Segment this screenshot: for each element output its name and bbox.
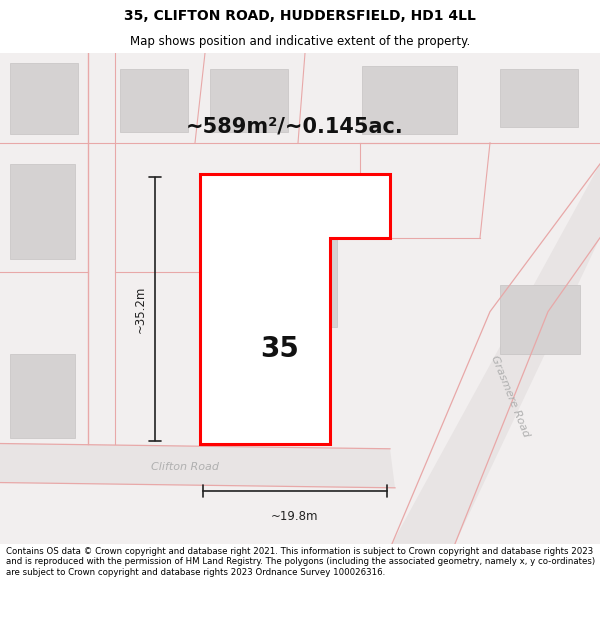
Polygon shape — [392, 164, 600, 544]
Text: 35, CLIFTON ROAD, HUDDERSFIELD, HD1 4LL: 35, CLIFTON ROAD, HUDDERSFIELD, HD1 4LL — [124, 9, 476, 23]
Bar — [10, 62, 78, 134]
Text: Clifton Road: Clifton Road — [151, 462, 219, 472]
Bar — [10, 164, 75, 259]
Bar — [10, 354, 75, 438]
Bar — [222, 211, 337, 328]
Bar — [362, 66, 457, 134]
Text: ~19.8m: ~19.8m — [271, 510, 319, 523]
Bar — [500, 69, 578, 127]
Text: Contains OS data © Crown copyright and database right 2021. This information is : Contains OS data © Crown copyright and d… — [6, 547, 595, 577]
Text: Grasmere Road: Grasmere Road — [489, 354, 531, 438]
Polygon shape — [200, 174, 390, 444]
Bar — [120, 69, 188, 132]
Bar — [500, 285, 580, 354]
Polygon shape — [0, 444, 395, 488]
Text: ~589m²/~0.145ac.: ~589m²/~0.145ac. — [186, 117, 404, 137]
Bar — [210, 69, 288, 132]
Text: Map shows position and indicative extent of the property.: Map shows position and indicative extent… — [130, 35, 470, 48]
Text: ~35.2m: ~35.2m — [134, 285, 147, 332]
Text: 35: 35 — [260, 334, 299, 362]
